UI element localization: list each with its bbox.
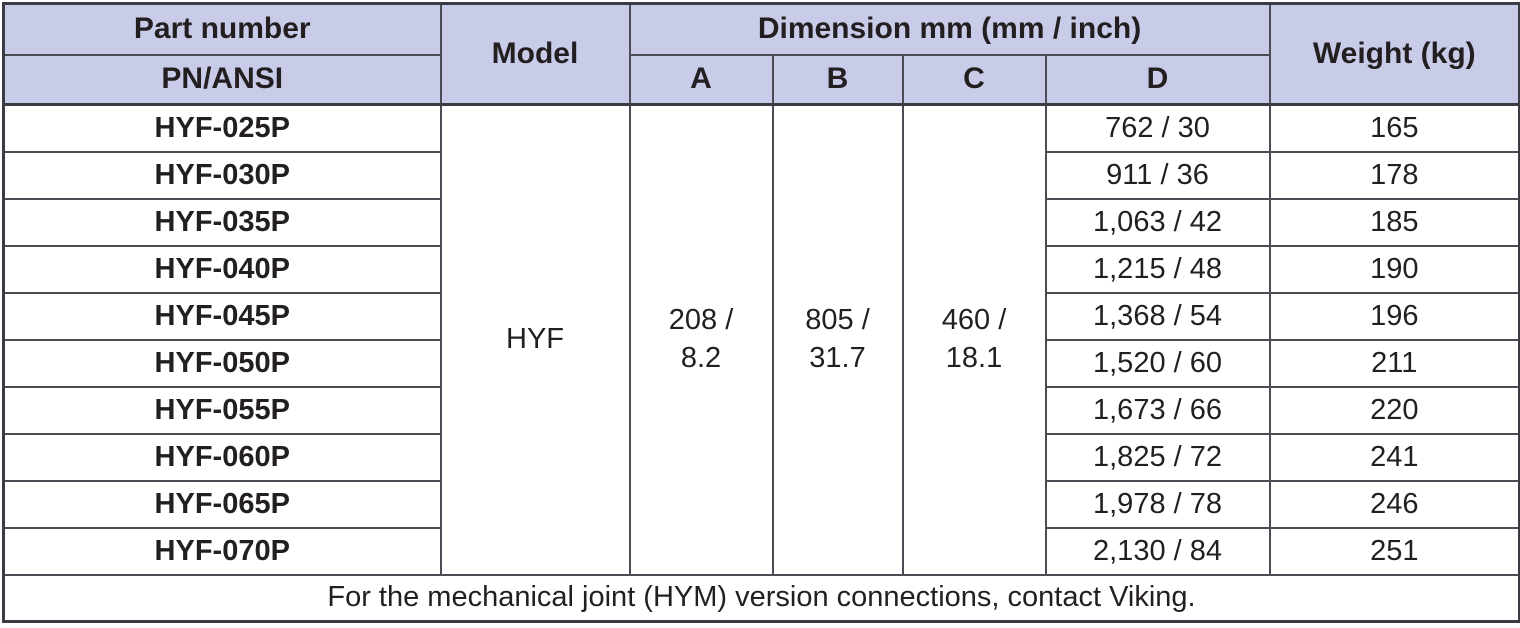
table-row: HYF-055P 1,673 / 66 220	[2, 385, 1520, 435]
dim-c-value-cell: 460 / 18.1	[901, 103, 1047, 576]
part-number-cell: HYF-060P	[2, 432, 442, 482]
model-value-cell: HYF	[439, 103, 631, 576]
table-row: HYF-065P 1,978 / 78 246	[2, 479, 1520, 529]
header-weight: Weight (kg)	[1268, 2, 1520, 106]
header-dim-d: D	[1044, 53, 1271, 106]
part-number-cell: HYF-030P	[2, 150, 442, 200]
table-header: Part number Model Dimension mm (mm / inc…	[2, 2, 1520, 106]
dim-d-value-cell: 1,978 / 78	[1044, 479, 1271, 529]
header-dim-c: C	[901, 53, 1047, 106]
dim-d-value-cell: 911 / 36	[1044, 150, 1271, 200]
header-part-number: Part number	[2, 2, 442, 56]
part-number-cell: HYF-050P	[2, 338, 442, 388]
dim-d-value-cell: 1,215 / 48	[1044, 244, 1271, 294]
table-row: HYF-060P 1,825 / 72 241	[2, 432, 1520, 482]
footnote-row: For the mechanical joint (HYM) version c…	[2, 573, 1520, 623]
weight-value-cell: 178	[1268, 150, 1520, 200]
weight-value-cell: 196	[1268, 291, 1520, 341]
table-body: HYF-025P HYF 208 / 8.2 805 / 31.7 460 / …	[2, 103, 1520, 576]
dim-d-value-cell: 1,520 / 60	[1044, 338, 1271, 388]
header-pn-ansi: PN/ANSI	[2, 53, 442, 106]
header-model: Model	[439, 2, 631, 106]
part-number-cell: HYF-065P	[2, 479, 442, 529]
dim-d-value-cell: 1,673 / 66	[1044, 385, 1271, 435]
dim-b-value-cell: 805 / 31.7	[771, 103, 904, 576]
weight-value-cell: 185	[1268, 197, 1520, 247]
dim-d-value-cell: 1,368 / 54	[1044, 291, 1271, 341]
weight-value-cell: 165	[1268, 103, 1520, 153]
table-footer: For the mechanical joint (HYM) version c…	[2, 573, 1520, 623]
part-number-cell: HYF-055P	[2, 385, 442, 435]
dim-a-value-cell: 208 / 8.2	[628, 103, 774, 576]
part-number-cell: HYF-035P	[2, 197, 442, 247]
table-row: HYF-035P 1,063 / 42 185	[2, 197, 1520, 247]
table-row: HYF-050P 1,520 / 60 211	[2, 338, 1520, 388]
part-number-cell: HYF-025P	[2, 103, 442, 153]
dim-d-value-cell: 1,063 / 42	[1044, 197, 1271, 247]
header-dim-a: A	[628, 53, 774, 106]
table-row: HYF-025P HYF 208 / 8.2 805 / 31.7 460 / …	[2, 103, 1520, 576]
table-row: HYF-070P 2,130 / 84 251	[2, 526, 1520, 576]
table-row: HYF-040P 1,215 / 48 190	[2, 244, 1520, 294]
dim-d-value-cell: 1,825 / 72	[1044, 432, 1271, 482]
part-number-cell: HYF-070P	[2, 526, 442, 576]
dim-d-value-cell: 762 / 30	[1044, 103, 1271, 153]
weight-value-cell: 220	[1268, 385, 1520, 435]
table-row: HYF-045P 1,368 / 54 196	[2, 291, 1520, 341]
weight-value-cell: 211	[1268, 338, 1520, 388]
table-row: HYF-030P 911 / 36 178	[2, 150, 1520, 200]
footnote-text: For the mechanical joint (HYM) version c…	[2, 573, 1520, 623]
part-number-cell: HYF-045P	[2, 291, 442, 341]
weight-value-cell: 246	[1268, 479, 1520, 529]
weight-value-cell: 251	[1268, 526, 1520, 576]
header-dim-b: B	[771, 53, 904, 106]
weight-value-cell: 241	[1268, 432, 1520, 482]
part-number-cell: HYF-040P	[2, 244, 442, 294]
dim-d-value-cell: 2,130 / 84	[1044, 526, 1271, 576]
weight-value-cell: 190	[1268, 244, 1520, 294]
header-dimension: Dimension mm (mm / inch)	[628, 2, 1271, 56]
